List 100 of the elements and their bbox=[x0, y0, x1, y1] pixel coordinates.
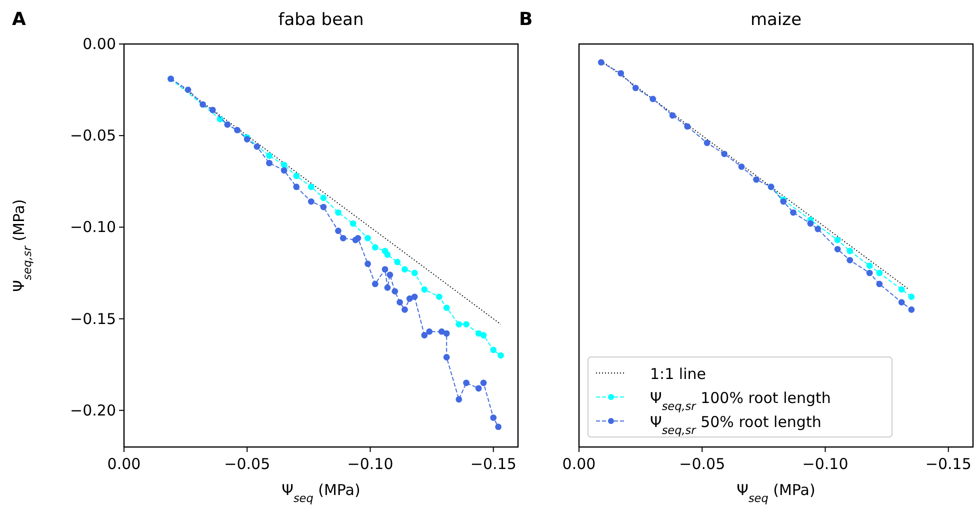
point bbox=[354, 234, 362, 242]
point bbox=[234, 126, 240, 134]
point bbox=[814, 226, 822, 232]
point bbox=[721, 150, 728, 158]
x-tick-label: 0.00 bbox=[562, 455, 596, 473]
point bbox=[308, 198, 314, 205]
point bbox=[402, 266, 408, 273]
point bbox=[320, 194, 327, 202]
point bbox=[834, 246, 841, 252]
legend-label: Ψ$_{seq,sr}$ 50% root length bbox=[650, 413, 822, 436]
x-axis-title: Ψ$_{seq}$ (MPa) bbox=[736, 481, 816, 504]
point bbox=[738, 164, 745, 170]
point bbox=[392, 288, 398, 294]
point bbox=[490, 346, 497, 354]
y-tick-label: −0.05 bbox=[70, 126, 116, 145]
point bbox=[443, 304, 450, 311]
point bbox=[372, 244, 378, 251]
point bbox=[475, 385, 482, 392]
point bbox=[411, 294, 418, 300]
point bbox=[386, 272, 394, 278]
x-tick-label: −0.05 bbox=[224, 455, 270, 473]
x-tick-label: −0.10 bbox=[802, 455, 848, 473]
point bbox=[704, 140, 710, 146]
point bbox=[463, 321, 470, 328]
point bbox=[443, 354, 450, 360]
point bbox=[669, 112, 676, 119]
y-tick-label: 0.00 bbox=[82, 35, 116, 53]
point bbox=[684, 123, 691, 130]
point bbox=[456, 396, 462, 403]
point bbox=[293, 172, 300, 180]
point bbox=[184, 86, 192, 93]
x-tick-label: −0.10 bbox=[347, 455, 394, 473]
point bbox=[384, 251, 391, 258]
point bbox=[898, 299, 905, 306]
text: A bbox=[12, 9, 26, 30]
y-tick-label: −0.20 bbox=[70, 401, 116, 420]
point bbox=[876, 280, 883, 288]
point bbox=[456, 321, 462, 328]
point bbox=[335, 209, 342, 216]
x-axis-title: Ψ$_{seq}$ (MPa) bbox=[282, 481, 360, 504]
point bbox=[402, 306, 408, 313]
point bbox=[384, 284, 391, 291]
x-tick-label: −0.15 bbox=[470, 455, 516, 473]
point bbox=[372, 280, 378, 288]
chart-title: maize bbox=[750, 10, 802, 30]
point bbox=[846, 256, 854, 264]
point bbox=[364, 260, 371, 268]
point bbox=[364, 234, 371, 242]
point bbox=[308, 184, 314, 190]
point bbox=[790, 209, 796, 216]
point bbox=[598, 59, 604, 66]
point bbox=[421, 286, 428, 293]
point bbox=[495, 424, 502, 430]
point bbox=[411, 270, 418, 276]
point bbox=[406, 295, 413, 302]
point bbox=[436, 294, 442, 300]
point bbox=[280, 167, 288, 174]
chart-title: faba bean bbox=[278, 10, 364, 30]
point bbox=[846, 248, 854, 254]
y-tick-label: −0.10 bbox=[70, 218, 116, 236]
point bbox=[266, 160, 272, 166]
point bbox=[898, 286, 905, 293]
point bbox=[834, 236, 841, 244]
point bbox=[498, 352, 504, 359]
point bbox=[335, 228, 342, 234]
point bbox=[396, 299, 403, 306]
point bbox=[753, 176, 760, 183]
point bbox=[866, 262, 873, 269]
point bbox=[340, 234, 346, 242]
text: B bbox=[519, 9, 533, 30]
point bbox=[382, 266, 388, 273]
point bbox=[320, 204, 327, 210]
point bbox=[876, 270, 883, 276]
x-tick-label: 0.00 bbox=[107, 455, 141, 473]
point bbox=[394, 258, 401, 266]
point bbox=[421, 332, 428, 338]
point bbox=[866, 270, 873, 276]
point bbox=[224, 121, 231, 128]
point bbox=[807, 220, 814, 227]
legend-label: Ψ$_{seq,sr}$ 100% root length bbox=[650, 389, 831, 412]
point bbox=[426, 328, 433, 335]
point bbox=[490, 414, 497, 421]
point bbox=[254, 143, 260, 150]
point bbox=[908, 306, 915, 313]
point bbox=[200, 101, 206, 108]
point bbox=[209, 106, 216, 114]
point bbox=[480, 332, 487, 338]
point bbox=[438, 328, 445, 335]
y-tick-label: −0.15 bbox=[70, 310, 116, 328]
point bbox=[350, 220, 356, 227]
point bbox=[480, 380, 487, 386]
x-tick-label: −0.15 bbox=[925, 455, 972, 473]
legend-label: 1:1 line bbox=[650, 365, 706, 383]
point bbox=[650, 96, 656, 102]
point bbox=[463, 380, 470, 386]
point bbox=[293, 184, 300, 190]
point bbox=[443, 330, 450, 337]
point bbox=[266, 152, 272, 159]
point bbox=[632, 84, 639, 92]
point bbox=[280, 162, 288, 168]
